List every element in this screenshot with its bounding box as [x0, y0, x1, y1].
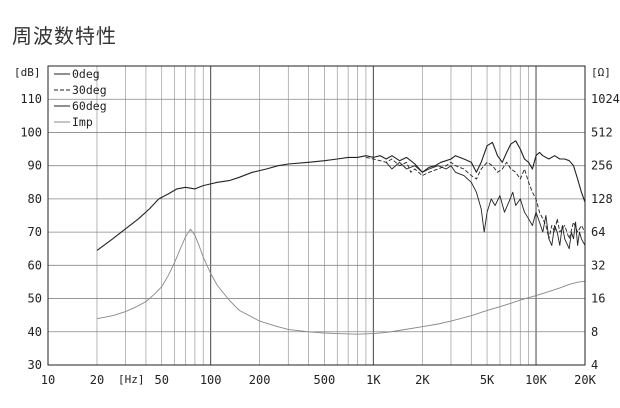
x-tick-labels: 10 20 50 100 200 500 1K 2K 5K 10K 20K — [41, 373, 597, 387]
y2-tick-label: 64 — [591, 225, 605, 239]
y-tick-label: 110 — [20, 92, 42, 106]
y2-tick-label: 256 — [591, 159, 613, 173]
legend-label-imp: Imp — [72, 115, 93, 129]
series-lines — [96, 140, 586, 335]
y-tick-label: 70 — [28, 225, 42, 239]
page-title: 周波数特性 — [12, 24, 117, 48]
x-tick-label: 10K — [525, 373, 547, 387]
series-line-imp — [96, 228, 586, 335]
plot-frame — [47, 65, 586, 366]
series-line-60deg — [385, 161, 586, 250]
x-tick-label: 200 — [249, 373, 271, 387]
y2-tick-label: 1024 — [591, 92, 620, 106]
y2-axis-unit: [Ω] — [591, 66, 611, 79]
legend-label-60deg: 60deg — [72, 99, 107, 113]
y-tick-label: 30 — [28, 358, 42, 372]
y2-tick-label: 32 — [591, 258, 605, 272]
y2-tick-label: 16 — [591, 292, 605, 306]
legend: 0deg 30deg 60deg Imp — [54, 67, 107, 129]
y2-tick-labels: 4 8 16 32 64 128 256 512 1024 — [591, 92, 620, 372]
y-tick-label: 100 — [20, 125, 42, 139]
y2-tick-label: 512 — [591, 125, 613, 139]
y2-tick-label: 4 — [591, 358, 598, 372]
legend-label-30deg: 30deg — [72, 83, 107, 97]
x-tick-label: 20 — [90, 373, 104, 387]
x-tick-label: 50 — [154, 373, 168, 387]
y2-tick-label: 128 — [591, 192, 613, 206]
series-line-0deg — [96, 140, 586, 251]
series-line-30deg — [365, 156, 586, 240]
x-tick-label: 500 — [314, 373, 336, 387]
x-tick-label: 10 — [41, 373, 55, 387]
x-tick-label: 2K — [415, 373, 430, 387]
y2-tick-label: 8 — [591, 325, 598, 339]
x-axis-unit: [Hz] — [118, 373, 145, 386]
y-tick-label: 60 — [28, 258, 42, 272]
plot-area — [48, 66, 585, 365]
y-tick-label: 80 — [28, 192, 42, 206]
x-tick-label: 1K — [366, 373, 381, 387]
legend-label-0deg: 0deg — [72, 67, 100, 81]
x-tick-label: 20K — [574, 373, 596, 387]
y-tick-labels: 30 40 50 60 70 80 90 100 110 — [20, 92, 42, 372]
x-tick-label: 5K — [480, 373, 495, 387]
y-axis-unit: [dB] — [14, 66, 41, 79]
x-tick-label: 100 — [200, 373, 222, 387]
y-tick-label: 50 — [28, 292, 42, 306]
y-tick-label: 90 — [28, 159, 42, 173]
y-tick-label: 40 — [28, 325, 42, 339]
